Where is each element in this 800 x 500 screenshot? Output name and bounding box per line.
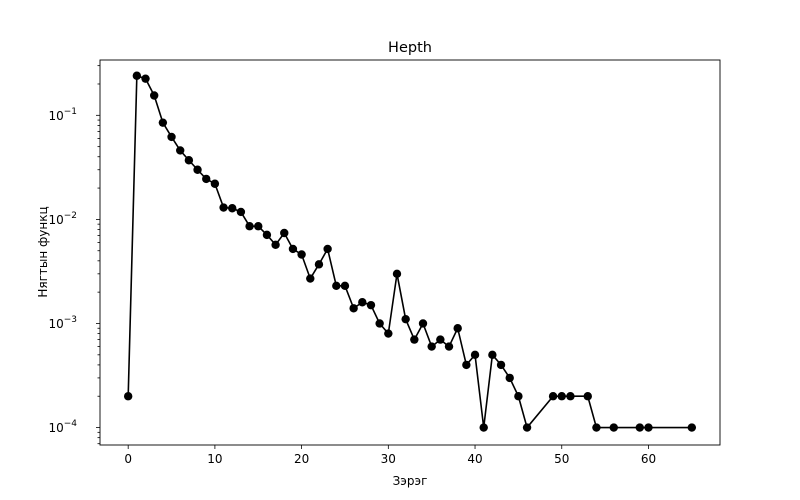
data-point xyxy=(479,423,488,432)
data-point xyxy=(436,335,445,344)
data-point xyxy=(314,260,324,269)
data-point xyxy=(340,281,350,291)
data-point xyxy=(462,360,471,370)
data-point xyxy=(228,204,237,213)
data-point xyxy=(444,342,454,351)
data-point xyxy=(401,314,410,324)
data-point xyxy=(349,304,358,313)
data-point xyxy=(488,350,497,360)
x-tick-label: 10 xyxy=(207,452,222,466)
y-tick-exponent: −3 xyxy=(64,315,77,325)
data-point xyxy=(375,319,384,328)
y-tick-exponent: −4 xyxy=(64,419,78,429)
x-tick-label: 40 xyxy=(467,452,482,466)
data-point xyxy=(167,132,176,142)
data-point xyxy=(202,174,211,184)
x-axis-label: Зэрэг xyxy=(393,474,428,488)
data-point xyxy=(132,71,142,80)
data-point xyxy=(123,392,133,401)
y-tick-exponent: −2 xyxy=(64,211,77,221)
x-tick-label: 20 xyxy=(294,452,309,466)
y-axis-label: Нягтын функц xyxy=(36,206,50,297)
data-point xyxy=(644,423,653,432)
data-point xyxy=(219,203,228,212)
data-point xyxy=(522,423,532,432)
data-point xyxy=(323,244,332,254)
data-point xyxy=(583,392,592,401)
data-point xyxy=(254,222,263,231)
data-point xyxy=(141,74,150,83)
axes-frame xyxy=(99,59,721,446)
data-point xyxy=(557,392,566,401)
data-point xyxy=(514,392,523,401)
x-tick-label: 50 xyxy=(554,452,569,466)
data-point xyxy=(358,298,367,307)
data-point xyxy=(245,222,254,231)
data-point xyxy=(496,360,506,370)
data-point xyxy=(280,228,289,238)
x-tick-label: 60 xyxy=(641,452,656,466)
data-point xyxy=(392,269,402,279)
data-point xyxy=(427,342,436,351)
chart-title: Hepth xyxy=(388,40,432,56)
data-point xyxy=(262,230,272,240)
data-point xyxy=(470,350,480,360)
data-point xyxy=(453,324,462,333)
data-point xyxy=(288,244,298,254)
data-point xyxy=(592,423,601,432)
data-point xyxy=(687,423,697,432)
data-point xyxy=(366,300,376,310)
data-point xyxy=(384,329,393,338)
data-point xyxy=(210,179,220,188)
y-tick-exponent: −1 xyxy=(64,107,77,117)
x-tick-label: 0 xyxy=(124,452,132,466)
data-point xyxy=(635,423,644,432)
data-point xyxy=(609,423,618,432)
data-point xyxy=(297,250,306,259)
data-point xyxy=(418,319,428,328)
data-point xyxy=(505,373,514,383)
data-point xyxy=(566,392,575,401)
data-point xyxy=(149,91,159,100)
data-point xyxy=(176,146,185,155)
data-point xyxy=(332,281,341,291)
data-point xyxy=(306,274,315,283)
data-point xyxy=(236,207,246,217)
data-point xyxy=(184,156,194,165)
data-point xyxy=(271,240,280,250)
data-point xyxy=(193,165,202,174)
plot-area: 10−410−310−210−10 10 20 30 40 50 60 xyxy=(48,59,721,466)
data-point xyxy=(410,335,419,344)
data-point xyxy=(158,118,168,127)
x-tick-label: 30 xyxy=(381,452,396,466)
data-point xyxy=(548,392,558,401)
